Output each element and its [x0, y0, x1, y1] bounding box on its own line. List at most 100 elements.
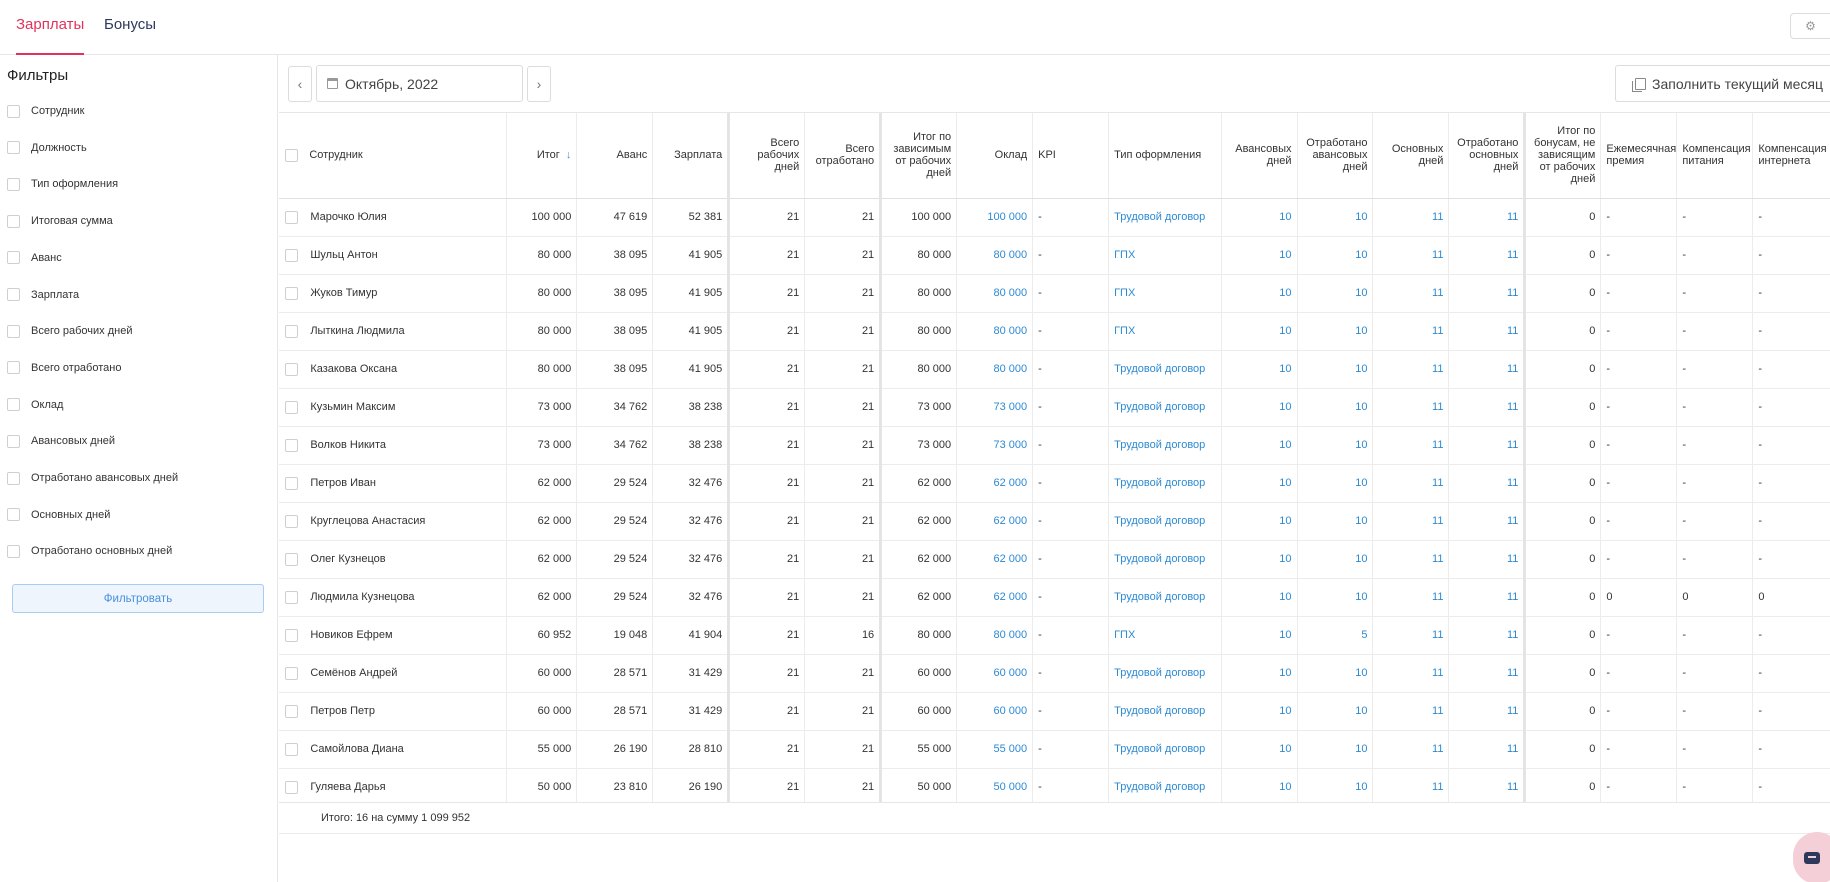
- table-cell[interactable]: 10: [1220, 616, 1297, 655]
- chat-widget-button[interactable]: [1793, 832, 1830, 882]
- employee-name-cell[interactable]: Гуляева Дарья: [304, 768, 507, 802]
- table-cell[interactable]: 10: [1296, 654, 1373, 693]
- table-row[interactable]: Петров Петр 60 000 28 571 31 429 21 21 60 000 6…: [279, 692, 1830, 731]
- table-cell[interactable]: 11: [1372, 464, 1449, 503]
- table-cell[interactable]: 11: [1448, 540, 1525, 579]
- column-header[interactable]: Всего рабочих дней: [727, 113, 805, 199]
- table-cell[interactable]: 11: [1372, 312, 1449, 351]
- table-cell[interactable]: 10: [1296, 692, 1373, 731]
- table-cell[interactable]: 11: [1448, 274, 1525, 313]
- settings-button[interactable]: ⚙: [1790, 13, 1830, 39]
- filter-checkbox[interactable]: [7, 434, 20, 448]
- filter-checkbox[interactable]: [7, 324, 20, 338]
- column-header[interactable]: Всего отработано: [804, 113, 881, 199]
- table-cell[interactable]: 10: [1296, 198, 1373, 237]
- table-cell[interactable]: 10: [1220, 540, 1297, 579]
- filter-item[interactable]: Отработано основных дней: [7, 543, 172, 559]
- filter-item[interactable]: Сотрудник: [7, 103, 84, 119]
- filter-item[interactable]: Оклад: [7, 397, 63, 413]
- employee-name-cell[interactable]: Круглецова Анастасия: [304, 502, 507, 541]
- column-header[interactable]: KPI: [1032, 113, 1109, 199]
- table-cell[interactable]: 11: [1372, 274, 1449, 313]
- table-cell[interactable]: 62 000: [956, 540, 1033, 579]
- column-header[interactable]: Ежемесячная премия: [1600, 113, 1677, 199]
- table-cell[interactable]: Трудовой договор: [1108, 464, 1222, 503]
- table-cell[interactable]: 10: [1220, 502, 1297, 541]
- table-cell[interactable]: ГПХ: [1108, 312, 1222, 351]
- table-cell[interactable]: 11: [1372, 578, 1449, 617]
- table-cell[interactable]: 11: [1372, 768, 1449, 802]
- table-cell[interactable]: ГПХ: [1108, 236, 1222, 275]
- employee-name-cell[interactable]: Волков Никита: [304, 426, 507, 465]
- row-checkbox[interactable]: [285, 590, 299, 604]
- table-cell[interactable]: Трудовой договор: [1108, 730, 1222, 769]
- table-cell[interactable]: 73 000: [956, 426, 1033, 465]
- employee-name-cell[interactable]: Олег Кузнецов: [304, 540, 507, 579]
- column-header[interactable]: Итог по бонусам, не зависящим от рабочих…: [1523, 113, 1601, 199]
- filter-checkbox[interactable]: [7, 214, 20, 228]
- table-cell[interactable]: 11: [1372, 350, 1449, 389]
- filter-item[interactable]: Всего рабочих дней: [7, 323, 133, 339]
- table-cell[interactable]: 10: [1220, 692, 1297, 731]
- table-row[interactable]: Марочко Юлия 100 000 47 619 52 381 21 21 100 0…: [279, 198, 1830, 237]
- filter-checkbox[interactable]: [7, 471, 20, 485]
- table-cell[interactable]: 10: [1296, 540, 1373, 579]
- table-cell[interactable]: 10: [1220, 388, 1297, 427]
- table-cell[interactable]: ГПХ: [1108, 274, 1222, 313]
- table-cell[interactable]: 10: [1220, 654, 1297, 693]
- row-checkbox[interactable]: [285, 286, 299, 300]
- table-cell[interactable]: Трудовой договор: [1108, 578, 1222, 617]
- tab-salaries[interactable]: Зарплаты: [16, 16, 85, 55]
- employee-name-cell[interactable]: Новиков Ефрем: [304, 616, 507, 655]
- table-cell[interactable]: Трудовой договор: [1108, 768, 1222, 802]
- filter-item[interactable]: Отработано авансовых дней: [7, 470, 178, 486]
- table-cell[interactable]: 80 000: [956, 236, 1033, 275]
- filter-item[interactable]: Всего отработано: [7, 360, 121, 376]
- table-cell[interactable]: 10: [1296, 236, 1373, 275]
- row-checkbox[interactable]: [285, 210, 299, 224]
- table-cell[interactable]: 11: [1372, 502, 1449, 541]
- table-cell[interactable]: 11: [1372, 236, 1449, 275]
- table-cell[interactable]: 10: [1220, 768, 1297, 802]
- column-header[interactable]: Оклад: [956, 113, 1033, 199]
- table-cell[interactable]: 11: [1448, 768, 1525, 802]
- salary-table-container[interactable]: Сотрудник Итог ↓ Аванс Зарплата Всего рабочих…: [279, 113, 1830, 802]
- table-cell[interactable]: 11: [1448, 426, 1525, 465]
- column-header[interactable]: Компенсация питания: [1676, 113, 1753, 199]
- filter-checkbox[interactable]: [7, 398, 20, 412]
- table-cell[interactable]: 10: [1296, 274, 1373, 313]
- table-cell[interactable]: 5: [1296, 616, 1373, 655]
- filter-item[interactable]: Зарплата: [7, 287, 79, 303]
- table-cell[interactable]: Трудовой договор: [1108, 350, 1222, 389]
- table-cell[interactable]: 60 000: [956, 654, 1033, 693]
- column-header[interactable]: Авансовых дней: [1220, 113, 1297, 199]
- row-checkbox[interactable]: [285, 628, 299, 642]
- filter-checkbox[interactable]: [7, 104, 20, 118]
- table-row[interactable]: Шульц Антон 80 000 38 095 41 905 21 21 80 000 8…: [279, 236, 1830, 275]
- table-cell[interactable]: 11: [1372, 730, 1449, 769]
- column-header[interactable]: Основных дней: [1372, 113, 1449, 199]
- table-cell[interactable]: Трудовой договор: [1108, 654, 1222, 693]
- table-cell[interactable]: 10: [1220, 578, 1297, 617]
- row-checkbox[interactable]: [285, 514, 299, 528]
- table-cell[interactable]: 80 000: [956, 274, 1033, 313]
- column-header[interactable]: Аванс: [576, 113, 653, 199]
- table-cell[interactable]: 10: [1220, 198, 1297, 237]
- column-header[interactable]: Сотрудник: [304, 113, 507, 199]
- table-cell[interactable]: 100 000: [956, 198, 1033, 237]
- table-cell[interactable]: 11: [1372, 654, 1449, 693]
- table-cell[interactable]: 11: [1448, 502, 1525, 541]
- table-cell[interactable]: Трудовой договор: [1108, 198, 1222, 237]
- filter-item[interactable]: Авансовых дней: [7, 433, 115, 449]
- employee-name-cell[interactable]: Казакова Оксана: [304, 350, 507, 389]
- table-cell[interactable]: 62 000: [956, 502, 1033, 541]
- table-cell[interactable]: 80 000: [956, 616, 1033, 655]
- employee-name-cell[interactable]: Людмила Кузнецова: [304, 578, 507, 617]
- table-cell[interactable]: 11: [1372, 616, 1449, 655]
- row-checkbox[interactable]: [285, 704, 299, 718]
- table-cell[interactable]: 10: [1296, 502, 1373, 541]
- employee-name-cell[interactable]: Кузьмин Максим: [304, 388, 507, 427]
- table-cell[interactable]: 10: [1220, 274, 1297, 313]
- table-cell[interactable]: 11: [1448, 198, 1525, 237]
- filter-checkbox[interactable]: [7, 508, 20, 522]
